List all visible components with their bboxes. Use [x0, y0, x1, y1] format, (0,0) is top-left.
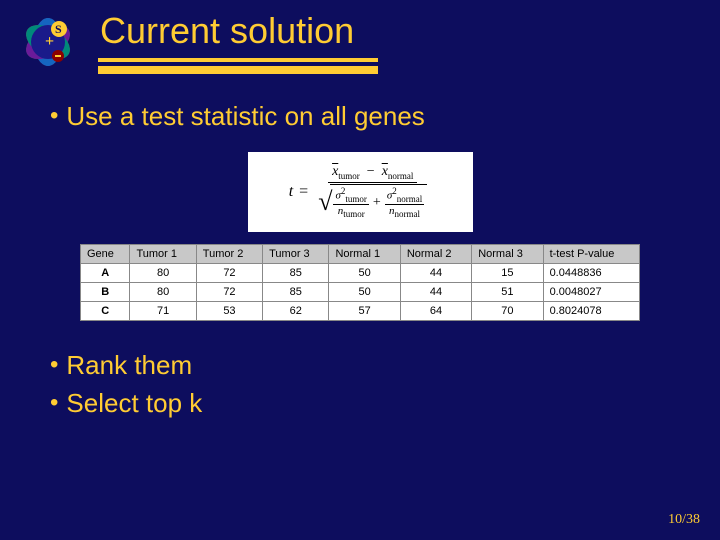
table-cell: 50	[329, 263, 400, 282]
formula-lhs: t	[289, 183, 293, 201]
den-term-b: σ2normal nnormal	[385, 186, 424, 219]
bullet-item: • Rank them	[50, 349, 670, 383]
table-header-cell: Tumor 3	[263, 244, 329, 263]
table-header-cell: Tumor 2	[196, 244, 262, 263]
table-cell: 70	[472, 301, 543, 320]
data-table-wrap: GeneTumor 1Tumor 2Tumor 3Normal 1Normal …	[80, 244, 640, 321]
bullet-marker: •	[50, 100, 58, 131]
formula-fraction: xtumor − xnormal √ σ2tumor ntumor + σ2no…	[314, 164, 431, 219]
table-cell: 64	[400, 301, 471, 320]
table-cell: 85	[263, 263, 329, 282]
logo-badge: + S	[8, 8, 88, 76]
table-row: C7153625764700.8024078	[81, 301, 640, 320]
table-cell: 62	[263, 301, 329, 320]
formula-image: t = xtumor − xnormal √ σ2tumor ntumor +	[248, 152, 473, 232]
table-cell: 44	[400, 263, 471, 282]
num-left-sub: tumor	[338, 171, 360, 181]
num-right-sub: normal	[388, 171, 414, 181]
table-cell: 72	[196, 282, 262, 301]
bullet-marker: •	[50, 387, 58, 418]
data-table: GeneTumor 1Tumor 2Tumor 3Normal 1Normal …	[80, 244, 640, 321]
table-cell: 57	[329, 301, 400, 320]
table-cell: 44	[400, 282, 471, 301]
bullet-item: • Select top k	[50, 387, 670, 421]
table-cell: 0.8024078	[543, 301, 639, 320]
table-cell: 71	[130, 301, 196, 320]
table-cell: 53	[196, 301, 262, 320]
bullet-item: • Use a test statistic on all genes	[50, 100, 670, 134]
table-cell: 0.0048027	[543, 282, 639, 301]
table-cell: 85	[263, 282, 329, 301]
bullet-text: Rank them	[66, 349, 192, 383]
table-header-cell: Normal 1	[329, 244, 400, 263]
slide-content: • Use a test statistic on all genes t = …	[50, 100, 670, 424]
table-cell: 72	[196, 263, 262, 282]
table-cell: B	[81, 282, 130, 301]
table-cell: 51	[472, 282, 543, 301]
table-header-cell: Normal 2	[400, 244, 471, 263]
title-underline-thick	[98, 66, 378, 74]
table-cell: 15	[472, 263, 543, 282]
plus-sign: +	[373, 195, 381, 211]
table-cell: 50	[329, 282, 400, 301]
svg-text:S: S	[55, 22, 62, 36]
page-number: 10/38	[668, 512, 700, 528]
table-row: B8072855044510.0048027	[81, 282, 640, 301]
table-cell: 80	[130, 263, 196, 282]
slide-title: Current solution	[100, 10, 354, 52]
bullet-marker: •	[50, 349, 58, 380]
table-header-cell: Normal 3	[472, 244, 543, 263]
table-cell: 0.0448836	[543, 263, 639, 282]
svg-text:+: +	[45, 33, 54, 50]
bullet-text: Select top k	[66, 387, 202, 421]
table-cell: A	[81, 263, 130, 282]
bullet-text: Use a test statistic on all genes	[66, 100, 424, 134]
den-term-a: σ2tumor ntumor	[333, 186, 368, 219]
table-header-cell: Gene	[81, 244, 130, 263]
formula-equals: =	[299, 183, 308, 201]
table-cell: C	[81, 301, 130, 320]
title-underline-thin	[98, 58, 378, 62]
table-row: A8072855044150.0448836	[81, 263, 640, 282]
table-header-cell: Tumor 1	[130, 244, 196, 263]
table-cell: 80	[130, 282, 196, 301]
table-header-cell: t-test P-value	[543, 244, 639, 263]
